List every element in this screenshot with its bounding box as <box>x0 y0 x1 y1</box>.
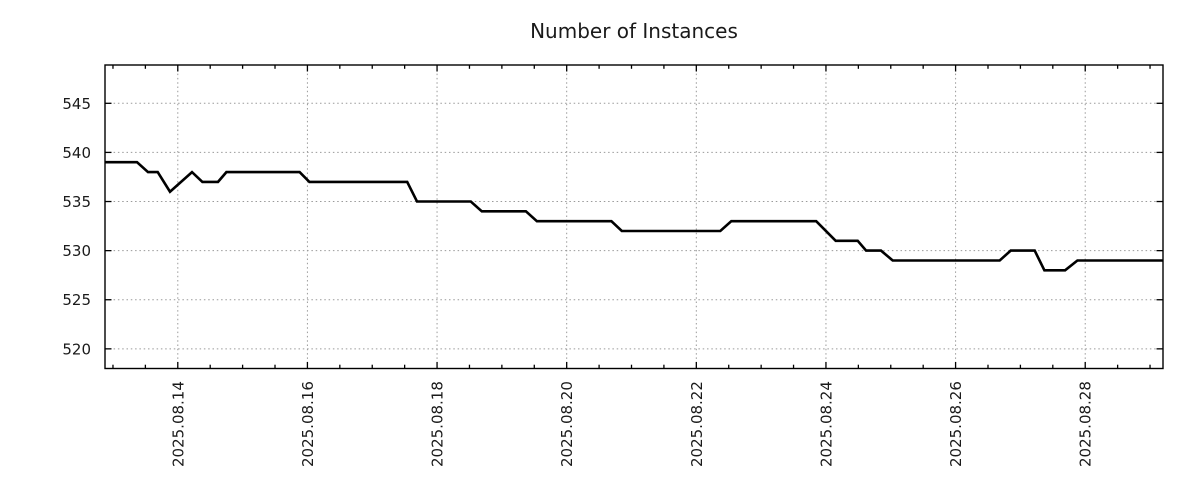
y-tick-label: 535 <box>62 193 91 211</box>
y-tick-label: 520 <box>62 340 91 358</box>
x-tick-label: 2025.08.26 <box>947 381 965 467</box>
series-line-group <box>105 160 1163 272</box>
x-tick-label: 2025.08.20 <box>558 381 576 467</box>
x-tick-labels: 2025.08.14 2025.08.16 2025.08.18 2025.08.20… <box>169 381 1094 467</box>
y-tick-label: 545 <box>62 95 91 113</box>
x-tick-label: 2025.08.24 <box>817 381 835 467</box>
y-tick-label: 530 <box>62 242 91 260</box>
axis-ticks <box>105 65 1163 369</box>
x-tick-label: 2025.08.16 <box>299 381 317 467</box>
series-line-path <box>105 160 1163 272</box>
chart-title: Number of Instances <box>530 19 738 43</box>
y-tick-label: 540 <box>62 144 91 162</box>
x-tick-label: 2025.08.14 <box>169 381 187 467</box>
plot-border-rect <box>104 64 1164 370</box>
y-tick-labels: 520 525 530 535 540 545 <box>62 95 91 359</box>
gridlines <box>105 65 1163 369</box>
x-tick-label: 2025.08.28 <box>1077 381 1095 467</box>
y-tick-label: 525 <box>62 291 91 309</box>
plot-border <box>104 64 1164 370</box>
x-tick-label: 2025.08.18 <box>429 381 447 467</box>
x-tick-label: 2025.08.22 <box>688 381 706 467</box>
